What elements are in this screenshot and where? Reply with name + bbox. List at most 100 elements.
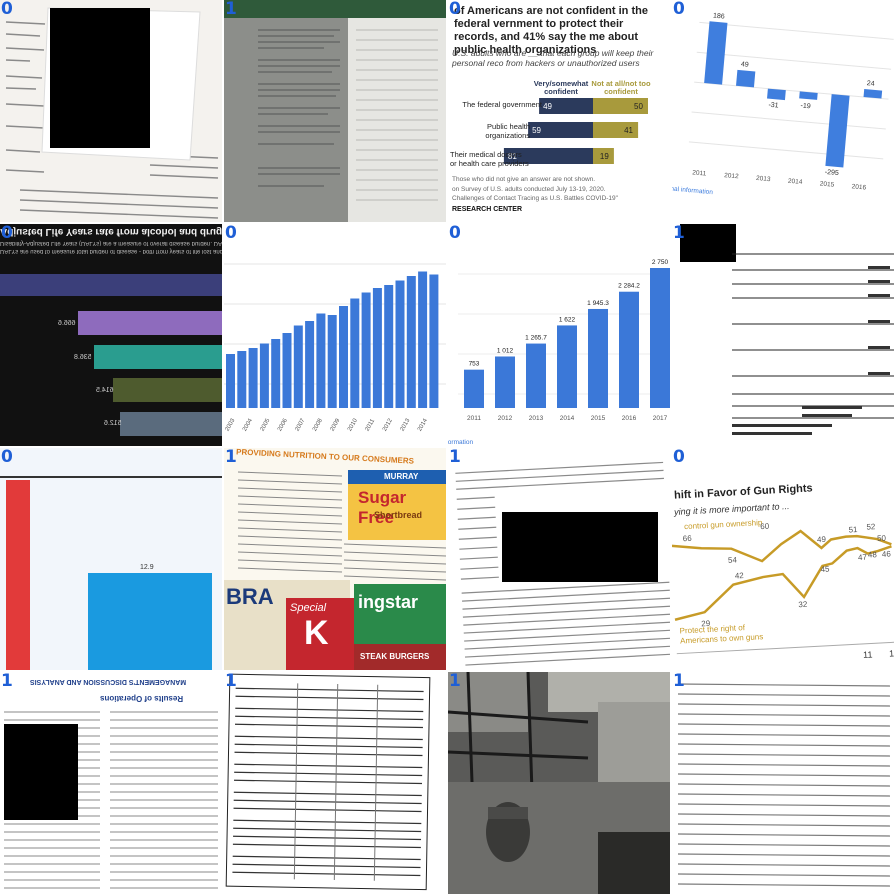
line-control-guns [672, 529, 892, 563]
box-special: Special [290, 602, 327, 614]
value-46: 46 [882, 549, 892, 558]
bar-7 [305, 321, 315, 408]
year-2017: 2017 [653, 415, 668, 422]
tile-index: 1 [673, 672, 685, 691]
tile-index: 0 [225, 224, 237, 243]
value-confident-1: 59 [532, 126, 541, 135]
value-54: 54 [728, 555, 738, 564]
grayscale-photo [448, 672, 670, 894]
year-2012: 2012 [498, 415, 513, 422]
upside-down-text [677, 683, 891, 887]
bar-6 [293, 325, 303, 408]
tile-index: 0 [1, 224, 13, 243]
value-45: 45 [820, 565, 830, 574]
series-control-label: control gun ownership [684, 518, 763, 531]
bar-not-confident-2 [593, 148, 614, 164]
value-50: 50 [877, 534, 887, 543]
chart-2011-2017: 753 2011 1 012 2012 1 265.7 2013 1 622 2014 1 94… [448, 259, 670, 446]
bar-confident-0 [539, 98, 593, 114]
bar-2012 [495, 356, 515, 408]
bar-3 [259, 343, 269, 408]
tile-index: 1 [225, 448, 237, 467]
mirrored-subtitle-1: Disability-Adjusted Life Years (DALYs) a… [0, 240, 222, 246]
year-2015: 2015 [591, 415, 606, 422]
bar-10 [339, 306, 348, 408]
year-2014: 2014 [417, 417, 429, 432]
bar-2011 [464, 369, 484, 408]
value-4: 512.6 [104, 420, 122, 427]
bar-2015 [588, 308, 608, 408]
year-2008: 2008 [312, 417, 324, 432]
info-link: formation [448, 439, 473, 446]
value-42: 42 [735, 571, 745, 580]
tile-index: 1 [673, 224, 685, 243]
label-31: -31 [768, 102, 779, 110]
tile-07-bar-chart: 0 753 2011 1 012 2012 1 265.7 2013 1 622 2014 1 … [448, 224, 670, 446]
bar-5 [282, 333, 292, 408]
bar-1 [237, 351, 247, 408]
tile-13-mdna: 1 MANAGEMENT'S DISCUSSION AND ANALYSIS R… [0, 672, 222, 894]
tile-03-pew-chart: 0 of Americans are not confident in the … [448, 0, 670, 222]
bar-17 [418, 271, 428, 408]
year-2013: 2013 [400, 417, 412, 432]
chart-subtitle: U.S. adults who are __ that each group w… [452, 48, 654, 68]
note-1: Those who did not give an answer are not… [452, 176, 596, 183]
chart-title: of Americans are not confident in the fe… [454, 5, 648, 56]
tile-05-mirrored-chart: 0 Adjusted Life Years rate from alcohol … [0, 224, 222, 446]
xtick-14: 14 [889, 648, 894, 659]
bar-not-confident-0 [593, 98, 648, 114]
bar-2011 [704, 21, 728, 85]
tile-index: 0 [449, 0, 461, 19]
year-2014: 2014 [560, 415, 575, 422]
tile-10-magazine: 1 PROVIDING NUTRITION TO OUR CONSUMERS M… [224, 448, 446, 670]
bar-5 [120, 412, 222, 436]
bar-confident-2 [503, 148, 593, 164]
year-2004: 2004 [242, 417, 254, 432]
tile-02: 1 [224, 0, 446, 222]
tile-index: 0 [449, 224, 461, 243]
value-32: 32 [798, 600, 808, 609]
bar-confident-1 [528, 122, 593, 138]
bar-15 [395, 280, 405, 408]
source-label: RESEARCH CENTER [452, 206, 523, 213]
redaction-block [502, 512, 658, 582]
year-2016: 2016 [851, 183, 866, 191]
tile-index: 0 [673, 448, 685, 467]
row-label-public-health: Public health organizations [485, 122, 530, 140]
year-2009: 2009 [330, 417, 342, 432]
year-2012: 2012 [382, 417, 394, 432]
bar-2013 [526, 343, 546, 408]
bar-3 [94, 345, 222, 369]
value-29: 29 [701, 619, 711, 628]
bar-4 [271, 339, 281, 408]
year-2013: 2013 [529, 415, 544, 422]
legend-not-confident: Not at all/not too confident [591, 79, 651, 96]
gun-rights-lines: control gun ownership Protect the right … [672, 518, 894, 660]
year-2011: 2011 [467, 415, 481, 422]
top-rule [0, 476, 222, 478]
rotated-text-page [455, 461, 670, 666]
tile-index: 0 [1, 448, 13, 467]
tile-11-document: 1 [448, 448, 670, 670]
tile-index: 1 [1, 672, 13, 691]
tile-01: 0 [0, 0, 222, 222]
blue-bar [88, 573, 212, 670]
year-2012: 2012 [724, 172, 739, 180]
redaction-block [680, 224, 736, 262]
bar-2015 [825, 94, 850, 168]
tile-16-rotated-text: 1 [672, 672, 894, 894]
tile-04-bar-chart: 0 186 49 -31 -19 -295 24 2011 2012 2013 … [672, 0, 894, 222]
value-3: 614.5 [96, 387, 114, 394]
value-66: 66 [683, 534, 693, 543]
row-label-federal: The federal government [462, 100, 542, 109]
bar-2 [248, 348, 258, 408]
value-1: 666.6 [58, 320, 76, 327]
box-sugar-free: Sugar Free [358, 488, 407, 527]
tile-index: 1 [449, 448, 461, 467]
value-label-2016: 2 284.2 [618, 283, 640, 290]
value-confident-2: 81 [508, 152, 517, 161]
label-295: -295 [825, 169, 840, 177]
bar-2014 [799, 91, 818, 100]
box-bra: BRA [226, 584, 274, 609]
tile-14-financial-table: 1 [224, 672, 446, 894]
